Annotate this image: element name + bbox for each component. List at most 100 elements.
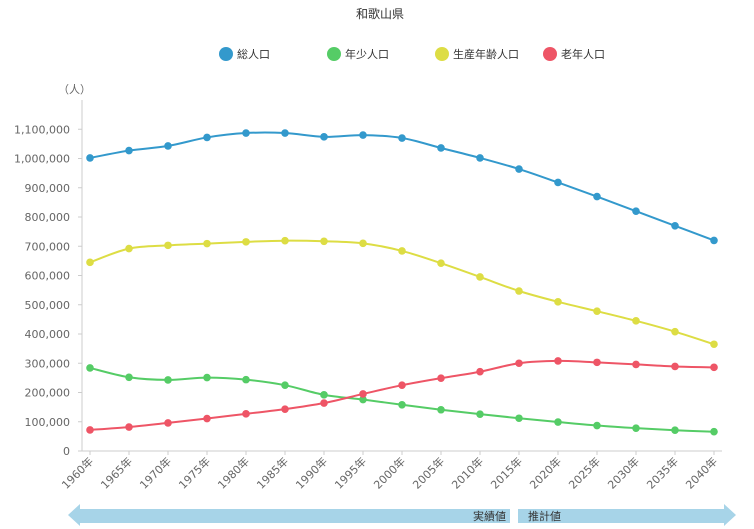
data-point[interactable] xyxy=(320,237,328,246)
y-tick-label: 800,000 xyxy=(25,211,71,224)
data-point[interactable] xyxy=(671,426,679,435)
x-tick-label: 2000年 xyxy=(371,454,408,491)
legend-label: 老年人口 xyxy=(561,47,605,61)
data-point[interactable] xyxy=(164,241,172,250)
x-tick-label: 2010年 xyxy=(449,454,486,491)
legend-marker xyxy=(435,47,449,61)
x-tick-label: 2040年 xyxy=(683,454,720,491)
data-point[interactable] xyxy=(398,247,406,255)
series xyxy=(86,364,718,436)
x-tick-label: 1965年 xyxy=(98,454,135,491)
y-tick-label: 0 xyxy=(63,445,70,458)
data-point[interactable] xyxy=(593,307,601,315)
data-point[interactable] xyxy=(125,373,133,382)
data-point[interactable] xyxy=(203,414,211,423)
x-tick-label: 2020年 xyxy=(527,454,564,491)
legend-label: 年少人口 xyxy=(345,47,389,61)
data-point[interactable] xyxy=(359,131,367,139)
data-point[interactable] xyxy=(515,359,523,368)
data-point[interactable] xyxy=(242,410,250,418)
forecast-band-label: 推計値 xyxy=(528,509,561,523)
data-point[interactable] xyxy=(671,362,679,371)
data-point[interactable] xyxy=(359,239,367,248)
data-point[interactable] xyxy=(86,426,94,434)
x-tick-label: 1970年 xyxy=(137,454,174,491)
data-point[interactable] xyxy=(281,381,289,389)
data-point[interactable] xyxy=(515,287,523,295)
data-point[interactable] xyxy=(554,298,562,306)
legend-marker xyxy=(219,47,233,61)
x-tick-label: 2035年 xyxy=(644,454,681,491)
y-tick-label: 1,000,000 xyxy=(14,153,70,166)
data-point[interactable] xyxy=(554,418,562,426)
data-point[interactable] xyxy=(320,133,328,141)
legend-item[interactable]: 年少人口 xyxy=(327,47,389,61)
data-point[interactable] xyxy=(164,419,172,427)
data-point[interactable] xyxy=(125,146,133,155)
data-point[interactable] xyxy=(164,142,172,150)
data-point[interactable] xyxy=(125,423,133,431)
y-tick-label: 700,000 xyxy=(25,240,71,253)
series-line xyxy=(89,131,715,242)
data-point[interactable] xyxy=(710,340,718,349)
series-line xyxy=(89,359,715,431)
y-tick-label: 600,000 xyxy=(25,270,71,283)
data-point[interactable] xyxy=(125,244,133,253)
y-tick-label: 400,000 xyxy=(25,328,71,341)
legend-item[interactable]: 総人口 xyxy=(219,47,270,61)
data-point[interactable] xyxy=(710,427,718,436)
data-point[interactable] xyxy=(632,360,640,369)
data-point[interactable] xyxy=(242,375,250,384)
data-point[interactable] xyxy=(515,165,523,173)
data-point[interactable] xyxy=(398,400,406,409)
legend-item[interactable]: 生産年齢人口 xyxy=(435,47,519,61)
data-point[interactable] xyxy=(554,357,562,365)
data-point[interactable] xyxy=(242,238,250,246)
series xyxy=(86,236,718,349)
data-point[interactable] xyxy=(671,221,679,230)
y-tick-label: 300,000 xyxy=(25,357,71,370)
data-point[interactable] xyxy=(203,239,211,248)
actual-forecast-bands: 実績値 推計値 xyxy=(68,504,736,526)
data-point[interactable] xyxy=(281,405,289,413)
data-point[interactable] xyxy=(437,374,445,382)
data-point[interactable] xyxy=(554,178,562,187)
y-tick-label: 500,000 xyxy=(25,299,71,312)
data-point[interactable] xyxy=(593,421,601,430)
data-point[interactable] xyxy=(203,373,211,382)
data-point[interactable] xyxy=(710,363,718,372)
data-point[interactable] xyxy=(398,134,406,142)
data-point[interactable] xyxy=(86,154,94,162)
data-point[interactable] xyxy=(203,133,211,142)
data-point[interactable] xyxy=(437,144,445,152)
data-point[interactable] xyxy=(476,273,484,281)
data-point[interactable] xyxy=(632,317,640,325)
data-point[interactable] xyxy=(476,154,484,162)
data-point[interactable] xyxy=(671,327,679,336)
data-point[interactable] xyxy=(437,259,445,268)
data-point[interactable] xyxy=(593,358,601,367)
data-point[interactable] xyxy=(632,424,640,432)
data-point[interactable] xyxy=(359,390,367,398)
data-point[interactable] xyxy=(320,399,328,407)
x-tick-label: 2030年 xyxy=(605,454,642,491)
data-point[interactable] xyxy=(710,236,718,245)
data-point[interactable] xyxy=(242,129,250,137)
data-point[interactable] xyxy=(281,129,289,137)
data-point[interactable] xyxy=(164,376,172,384)
data-point[interactable] xyxy=(515,414,523,423)
data-point[interactable] xyxy=(86,258,94,267)
data-point[interactable] xyxy=(398,381,406,389)
data-point[interactable] xyxy=(437,405,445,414)
data-point[interactable] xyxy=(281,236,289,245)
data-point[interactable] xyxy=(476,410,484,418)
data-point[interactable] xyxy=(359,395,367,404)
data-point[interactable] xyxy=(86,364,94,372)
data-point[interactable] xyxy=(632,207,640,215)
x-tick-label: 1995年 xyxy=(332,454,369,491)
y-tick-label: 200,000 xyxy=(25,387,71,400)
data-point[interactable] xyxy=(593,192,601,201)
data-point[interactable] xyxy=(320,391,328,399)
data-point[interactable] xyxy=(476,367,484,376)
legend-item[interactable]: 老年人口 xyxy=(543,47,605,61)
